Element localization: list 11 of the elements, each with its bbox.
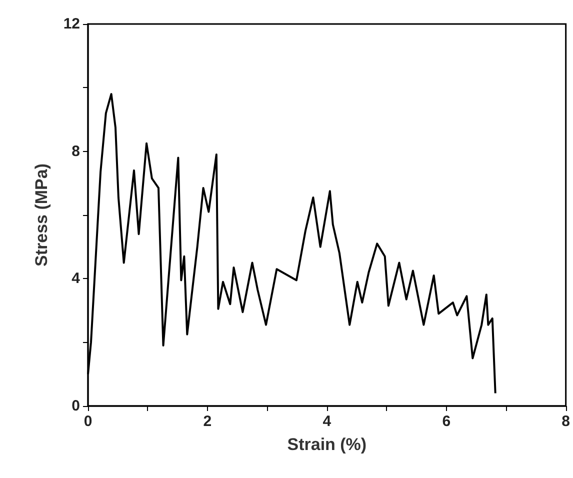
y-axis-title: Stress (MPa) [32,164,51,266]
y-tick-label: 4 [72,270,81,288]
y-tick-label: 12 [63,16,80,32]
x-tick-label: 8 [562,413,570,430]
x-axis-title: Strain (%) [287,435,367,454]
x-tick-label: 6 [442,413,451,430]
y-tick-label: 0 [72,398,80,414]
x-tick-label: 2 [203,413,212,430]
x-tick-label: 4 [322,413,332,430]
y-tick-label: 8 [72,142,80,160]
x-tick-label: 0 [84,413,92,430]
